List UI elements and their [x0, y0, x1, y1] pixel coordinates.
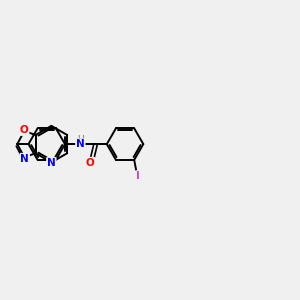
Text: N: N [47, 158, 56, 168]
Text: N: N [20, 154, 29, 164]
Text: H: H [77, 135, 84, 144]
Text: N: N [76, 139, 85, 149]
Text: O: O [85, 158, 94, 168]
Text: I: I [136, 171, 140, 181]
Text: O: O [20, 125, 28, 135]
